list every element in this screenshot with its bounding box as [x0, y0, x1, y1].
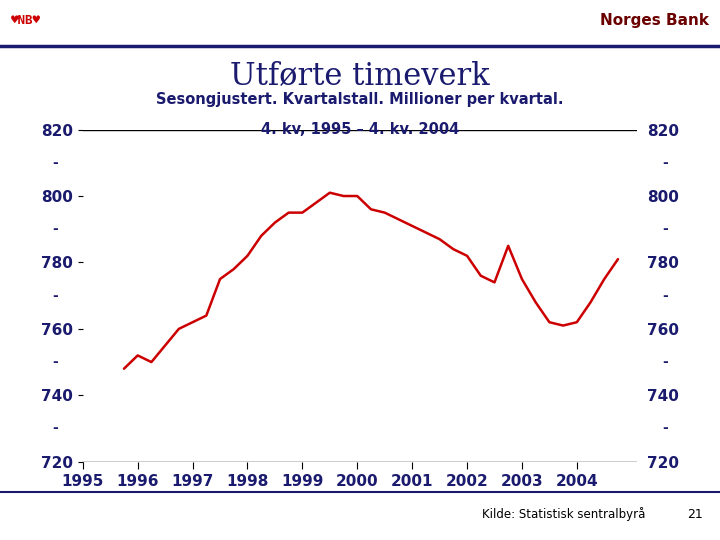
Text: 4. kv, 1995 – 4. kv. 2004: 4. kv, 1995 – 4. kv. 2004 — [261, 122, 459, 137]
Text: -: - — [52, 355, 58, 369]
Text: -: - — [662, 156, 668, 170]
Text: ♥NB♥: ♥NB♥ — [11, 14, 41, 27]
Text: Sesongjustert. Kvartalstall. Millioner per kvartal.: Sesongjustert. Kvartalstall. Millioner p… — [156, 92, 564, 107]
Text: -: - — [52, 156, 58, 170]
Text: -: - — [662, 222, 668, 236]
Text: -: - — [662, 289, 668, 302]
Text: -: - — [52, 422, 58, 435]
Text: 21: 21 — [688, 508, 703, 521]
Text: Utførte timeverk: Utførte timeverk — [230, 60, 490, 92]
Text: -: - — [52, 222, 58, 236]
Text: -: - — [662, 355, 668, 369]
Text: Kilde: Statistisk sentralbyrå: Kilde: Statistisk sentralbyrå — [482, 507, 646, 521]
Text: Norges Bank: Norges Bank — [600, 13, 709, 28]
Text: -: - — [662, 422, 668, 435]
Text: -: - — [52, 289, 58, 302]
